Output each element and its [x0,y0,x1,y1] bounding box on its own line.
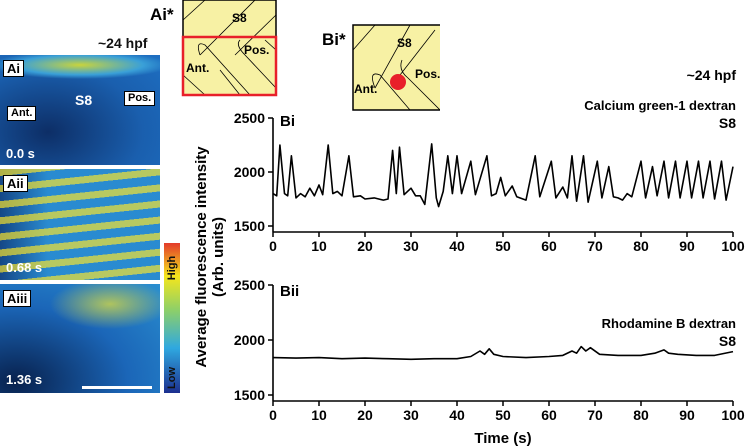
chart-bii-panel-label: Bii [280,283,299,300]
panel-label-aii: Aii [3,175,28,192]
x-tick-label: 10 [311,407,327,423]
y-tick-label: 2500 [234,277,265,293]
x-tick-label: 0 [269,407,277,423]
chart-bi-subtitle: S8 [719,115,736,131]
region-outline [181,35,278,97]
schematic-ai-pos: Pos. [244,43,269,57]
x-tick-label: 40 [449,407,465,423]
x-tick-label: 40 [449,238,465,254]
x-tick-label: 30 [403,238,419,254]
scale-bar [82,386,152,389]
x-tick-label: 50 [495,407,511,423]
ant-label: Ant. [7,106,37,121]
x-tick-label: 50 [495,238,511,254]
chart-bi-title: Calcium green-1 dextran [584,98,736,113]
schematic-bi-pos: Pos. [415,67,440,81]
panel-label-ai: Ai [3,60,24,77]
chart-bi: ~24 hpf Calcium green-1 dextran S8 Bi 15… [234,67,745,254]
schematic-ai-label: Ai* [150,5,174,24]
recording-site-marker [390,74,406,90]
x-tick-label: 90 [679,238,695,254]
schematic-bi: Bi* S8 Ant. Pos. [322,24,440,111]
y-tick-label: 2000 [234,332,265,348]
colorbar [164,243,180,393]
pos-label: Pos. [124,91,156,106]
y-tick-label: 1500 [234,218,265,234]
x-tick-label: 80 [633,238,649,254]
schematic-ai-s8: S8 [232,11,247,25]
s8-label: S8 [75,92,93,108]
y-tick-label: 2500 [234,110,265,126]
x-tick-label: 100 [721,407,745,423]
stage-label-bi: ~24 hpf [687,67,737,83]
series-line-bii [272,345,734,361]
chart-bii-title: Rhodamine B dextran [602,316,736,331]
schematic-ai: Ai* S8 Ant. Pos. [150,0,278,97]
x-tick-label: 10 [311,238,327,254]
x-tick-label: 90 [679,407,695,423]
schematic-ai-ant: Ant. [186,61,209,75]
schematic-bi-label: Bi* [322,30,346,49]
x-tick-label: 70 [587,238,603,254]
y-tick-label: 1500 [234,387,265,403]
x-tick-label: 70 [587,407,603,423]
y-axis-label: Average fluorescence intensity(Arb. unit… [193,146,227,368]
x-tick-label: 100 [721,238,745,254]
x-tick-label: 60 [541,407,557,423]
schematic-bi-ant: Ant. [354,82,377,96]
x-tick-label: 0 [269,238,277,254]
chart-bii-subtitle: S8 [719,333,736,349]
panel-label-aiii: Aiii [3,290,32,307]
x-tick-label: 20 [357,407,373,423]
chart-bii: Rhodamine B dextran S8 Bii 1500 2000 2500 0… [234,277,745,423]
x-tick-label: 80 [633,407,649,423]
chart-bi-panel-label: Bi [280,113,295,130]
schematic-bi-s8: S8 [397,36,412,50]
time-label-aii: 0.68 s [6,260,43,275]
x-tick-label: 60 [541,238,557,254]
y-tick-label: 2000 [234,164,265,180]
time-label-ai: 0.0 s [6,146,35,161]
x-tick-label: 30 [403,407,419,423]
stage-label-ai: ~24 hpf [98,35,148,51]
schematics: Ai* S8 Ant. Pos. Bi* S8 Ant. Pos. [150,0,440,111]
x-tick-label: 20 [357,238,373,254]
x-axis-label: Time (s) [474,430,531,447]
time-label-aiii: 1.36 s [6,372,43,387]
series-line-bi [272,143,734,208]
